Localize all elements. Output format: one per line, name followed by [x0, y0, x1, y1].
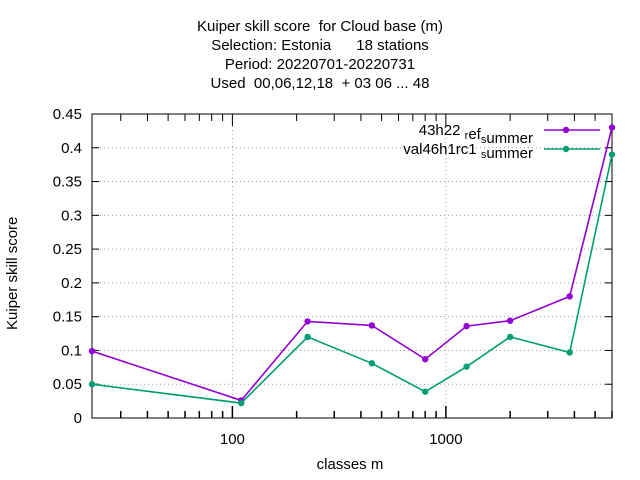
- y-tick-label: 0.05: [53, 376, 82, 393]
- series-line-1: [91, 127, 613, 402]
- series-1-point: [463, 322, 470, 330]
- y-tick-label: 0.4: [61, 140, 82, 157]
- title-line-4: Used 00,06,12,18 + 03 06 ... 48: [210, 75, 430, 92]
- series-2-point: [238, 399, 245, 407]
- series-2-point: [506, 333, 514, 341]
- series-1-point: [566, 293, 573, 300]
- series-1-point: [88, 347, 96, 355]
- title-line-1: Kuiper skill score for Cloud base (m): [197, 18, 443, 35]
- series-2-point: [566, 349, 573, 356]
- legend-label-1: 43h22 refsummer: [419, 122, 533, 147]
- x-tick-label: 1000: [429, 431, 462, 448]
- y-tick-label: 0.3: [61, 207, 82, 224]
- y-tick-label: 0.1: [61, 342, 82, 359]
- series-2-point: [304, 333, 311, 341]
- legend-marker-2: [562, 145, 570, 153]
- series-1-point: [421, 356, 429, 363]
- series-1-point: [368, 322, 376, 329]
- series-line-2: [91, 154, 613, 404]
- y-tick-label: 0.2: [61, 275, 82, 292]
- series-2-point: [368, 360, 376, 367]
- x-axis-label: classes m: [316, 456, 384, 473]
- series-2-point: [608, 151, 616, 158]
- plot-frame: [91, 113, 613, 419]
- x-tick-label: 100: [220, 431, 245, 448]
- y-tick-label: 0.35: [53, 174, 82, 191]
- series-1-point: [608, 124, 616, 131]
- y-tick-label: 0.15: [53, 309, 82, 326]
- series-2-point: [88, 381, 96, 388]
- legend-marker-1: [562, 126, 570, 134]
- y-tick-label: 0.45: [53, 106, 82, 123]
- legend-label-2: val46h1rc1 summer: [403, 141, 533, 162]
- series-1-point: [506, 317, 514, 324]
- y-tick-label: 0: [74, 410, 82, 427]
- series-2-point: [421, 388, 429, 395]
- title-line-2: Selection: Estonia 18 stations: [211, 37, 429, 54]
- series-1-point: [304, 318, 311, 325]
- series-2-point: [463, 363, 470, 370]
- title-line-3: Period: 20220701-20220731: [224, 56, 416, 73]
- y-tick-label: 0.25: [53, 241, 82, 258]
